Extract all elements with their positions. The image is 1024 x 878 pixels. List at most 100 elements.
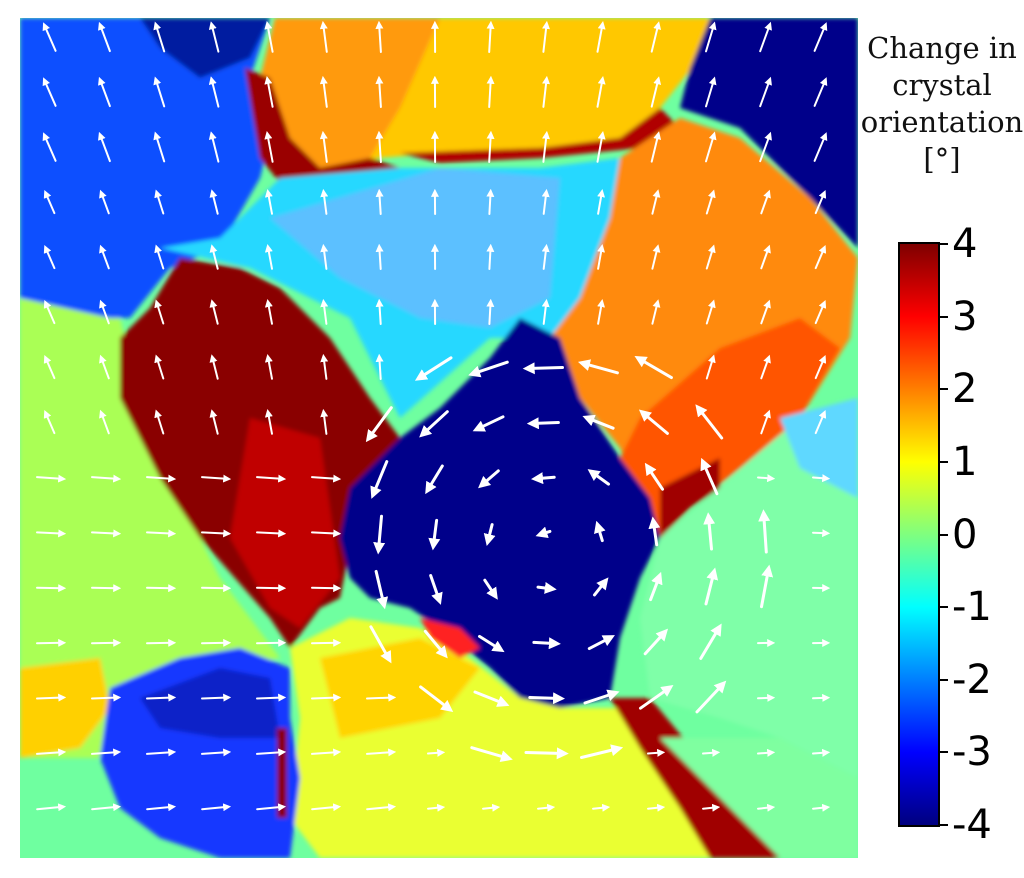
field-arrow [311,529,342,538]
field-arrow [760,409,771,435]
field-arrow [36,748,67,757]
field-arrow [264,21,274,53]
field-arrow [99,244,110,270]
field-arrow [482,803,501,812]
field-arrow [419,685,454,713]
field-arrow [760,299,771,325]
field-arrow [596,76,606,108]
field-arrow [651,189,661,215]
field-arrow [153,21,166,53]
field-arrow [91,803,122,812]
field-arrow [528,692,565,705]
field-arrow [319,130,328,163]
grain-regions [20,18,858,858]
field-arrow [648,516,661,547]
field-arrow [524,747,569,760]
field-arrow [542,130,551,163]
field-arrow [705,189,716,215]
field-arrow [541,298,550,325]
field-arrow [650,131,662,163]
field-arrow [650,76,662,108]
field-arrow [759,131,772,163]
field-arrow [541,243,550,270]
field-arrow [647,748,666,757]
field-arrow [522,362,564,375]
field-arrow [483,523,496,547]
field-arrow [577,359,619,375]
field-arrow [638,409,669,435]
field-arrow [814,354,827,380]
field-arrow [486,298,495,325]
colorbar-tick-label: -3 [952,729,992,776]
field-arrow [814,189,827,215]
field-arrow [647,803,666,812]
field-arrow [42,132,57,162]
field-arrow [542,75,551,108]
field-arrow [427,803,446,812]
field-arrow [43,299,56,325]
field-arrow [486,243,495,270]
colorbar-tick-mark [940,533,948,536]
field-arrow [201,803,232,812]
field-arrow [264,244,273,270]
field-arrow [583,689,620,705]
field-arrow [542,20,551,53]
field-arrow [201,693,232,702]
field-arrow [264,409,273,435]
field-arrow [651,299,661,325]
field-arrow [43,189,56,215]
field-arrow [760,244,771,270]
field-arrow [208,21,220,53]
field-arrow [320,243,329,270]
field-arrow [758,509,771,554]
field-arrow [208,131,220,163]
field-arrow [154,244,165,270]
colorbar-title-line-3: orientation [860,105,1024,139]
field-arrow [209,299,219,325]
field-arrow [651,244,661,270]
field-arrow [365,406,393,443]
field-arrow [43,354,56,380]
field-arrow [375,130,384,163]
colorbar-tick-label: -4 [952,802,992,848]
field-arrow [36,693,67,702]
field-arrow [704,567,719,606]
colorbar-tick-label: -1 [952,584,992,631]
field-arrow [146,529,177,538]
colorbar-title-line-2: crystal [892,68,992,102]
field-arrow [427,748,446,757]
field-arrow [535,526,552,539]
field-arrow [256,693,287,702]
colorbar-title-line-1: Change in [867,31,1017,65]
colorbar-tick-mark [940,315,948,318]
colorbar-tick-mark [940,243,948,245]
field-arrow [486,188,495,215]
field-arrow [705,21,717,53]
field-arrow [208,76,220,108]
field-arrow [319,75,328,108]
field-arrow [483,578,498,600]
field-arrow [154,354,165,380]
field-arrow [153,131,166,163]
field-arrow [209,189,219,215]
orientation-map [20,18,858,858]
field-arrow [597,244,606,270]
field-arrow [587,469,610,486]
colorbar-title: Change in crystal orientation [°] [860,30,1024,178]
field-arrow [209,409,219,435]
field-arrow [201,748,232,757]
field-arrow [486,20,495,53]
field-arrow [375,188,384,215]
field-arrow [812,803,831,812]
field-arrow [814,244,827,270]
field-arrow [813,132,828,162]
field-arrow [531,472,556,485]
field-arrow [703,512,716,551]
colorbar-tick-mark [940,388,948,391]
field-arrow [643,628,669,656]
field-arrow [650,21,662,53]
field-arrow [757,748,776,757]
field-arrow [91,529,122,538]
field-arrow [98,76,111,108]
field-arrow [760,189,771,215]
